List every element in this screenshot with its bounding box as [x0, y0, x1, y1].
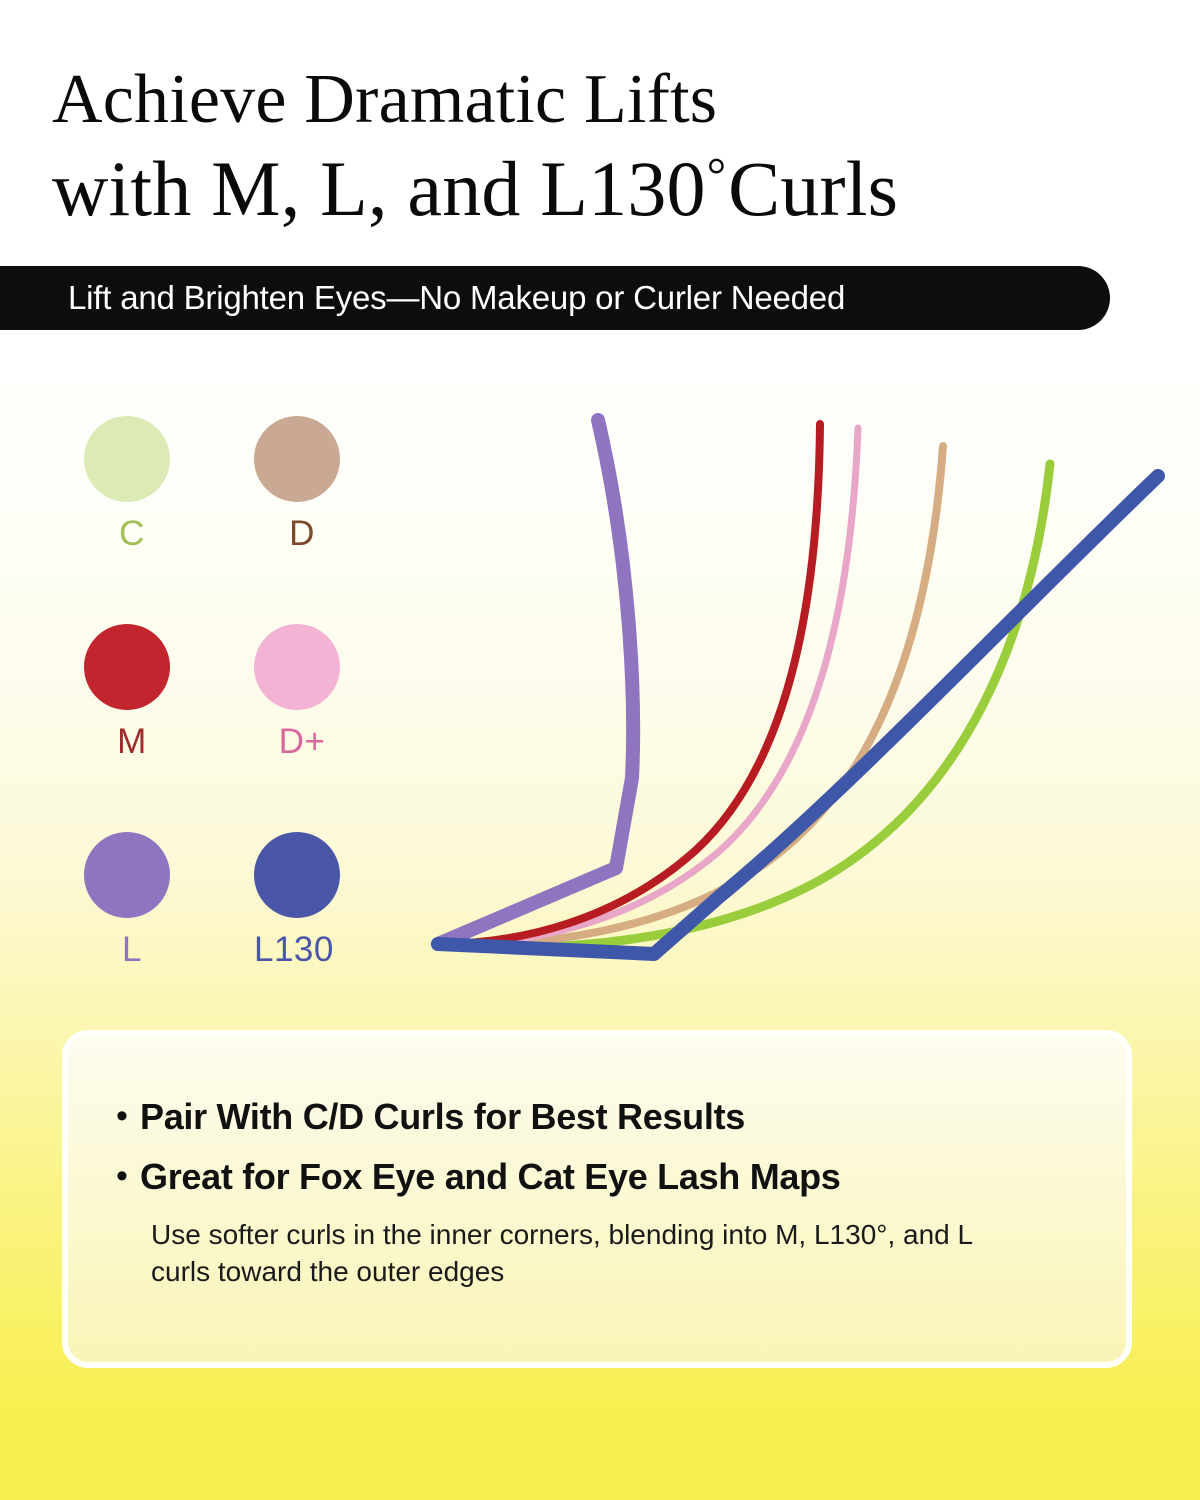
legend-label-c: C — [119, 514, 145, 553]
legend-row: L L130 — [84, 832, 424, 1040]
title-line-2: with M, L, and L130°Curls — [52, 134, 1200, 231]
page-title: Achieve Dramatic Lifts with M, L, and L1… — [0, 62, 1200, 231]
curl-legend: C D M D+ L L130 — [84, 416, 424, 1040]
bullet-dot-icon: • — [116, 1157, 128, 1195]
lash-curve-diagram — [420, 398, 1200, 982]
tips-card: • Pair With C/D Curls for Best Results •… — [62, 1030, 1132, 1368]
subtitle-banner: Lift and Brighten Eyes—No Makeup or Curl… — [0, 266, 1110, 330]
degree-symbol: ° — [706, 149, 727, 202]
legend-item-l130[interactable]: L130 — [254, 832, 424, 1040]
legend-label-l130: L130 — [254, 930, 334, 969]
tip-text-1: Pair With C/D Curls for Best Results — [140, 1096, 745, 1137]
title-line-2-pre: with M, L, and L130 — [52, 145, 706, 233]
curve-dplus — [434, 424, 862, 948]
legend-item-d[interactable]: D — [254, 416, 424, 624]
swatch-l130-icon — [254, 832, 340, 918]
curve-l130 — [431, 469, 1165, 961]
swatch-m-icon — [84, 624, 170, 710]
legend-item-l[interactable]: L — [84, 832, 254, 1040]
legend-label-m: M — [117, 722, 147, 761]
title-line-1: Achieve Dramatic Lifts — [52, 61, 718, 138]
legend-label-l: L — [122, 930, 142, 969]
curve-l — [431, 413, 641, 951]
tips-bullet-list: • Pair With C/D Curls for Best Results •… — [104, 1096, 1126, 1198]
legend-item-dplus[interactable]: D+ — [254, 624, 424, 832]
subtitle-banner-text: Lift and Brighten Eyes—No Makeup or Curl… — [68, 279, 846, 316]
swatch-dplus-icon — [254, 624, 340, 710]
legend-item-m[interactable]: M — [84, 624, 254, 832]
tips-subnote: Use softer curls in the inner corners, b… — [151, 1219, 973, 1287]
legend-label-d: D — [289, 514, 315, 553]
list-item: • Pair With C/D Curls for Best Results — [104, 1096, 1126, 1138]
legend-label-dplus: D+ — [278, 722, 326, 761]
list-item: • Great for Fox Eye and Cat Eye Lash Map… — [104, 1156, 1126, 1198]
legend-item-c[interactable]: C — [84, 416, 254, 624]
tip-text-2: Great for Fox Eye and Cat Eye Lash Maps — [140, 1156, 841, 1197]
curve-m — [434, 420, 824, 948]
legend-row: M D+ — [84, 624, 424, 832]
title-line-2-post: Curls — [728, 145, 899, 233]
swatch-l-icon — [84, 832, 170, 918]
swatch-c-icon — [84, 416, 170, 502]
bullet-dot-icon: • — [116, 1097, 128, 1135]
legend-row: C D — [84, 416, 424, 624]
swatch-d-icon — [254, 416, 340, 502]
